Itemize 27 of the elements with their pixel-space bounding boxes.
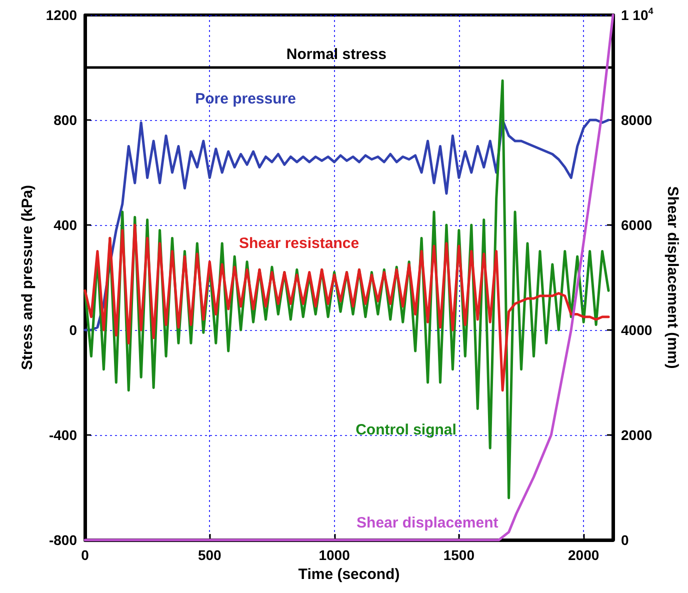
x-axis-title: Time (second) [298,566,400,583]
series-label: Shear displacement [356,514,498,532]
text: Pore pressure [195,90,296,108]
x-tick-label: 1500 [443,547,475,563]
x-tick-label: 1000 [318,547,350,563]
y-axis-title: Stress and pressure (kPa) [18,184,36,370]
y-tick-label: 400 [54,217,78,233]
series-label: Control signal [356,421,456,438]
y-tick-label: -400 [48,427,78,443]
y2-tick-label: 6000 [621,217,652,233]
x-tick-label: 500 [198,547,222,563]
y-tick-label: -800 [48,532,78,548]
series-label: Shear resistance [238,234,360,252]
series-label: Normal stress [286,46,386,63]
y2-tick-label: 8000 [621,112,652,128]
line-series [84,224,610,392]
y2-tick-label: 4000 [621,322,652,338]
line-series [84,14,614,542]
y-tick-label: 1200 [46,7,78,23]
x-tick-label: 0 [81,547,90,563]
y2-tick-label: 0 [621,532,629,548]
y2-axis-title: Shear displacement (mm) [664,186,681,369]
y2-tick-label: 2000 [621,427,652,443]
y-tick-label: 800 [54,112,78,128]
y-tick-label: 0 [69,322,78,338]
line-series [84,118,610,332]
x-tick-label: 2000 [568,547,600,563]
